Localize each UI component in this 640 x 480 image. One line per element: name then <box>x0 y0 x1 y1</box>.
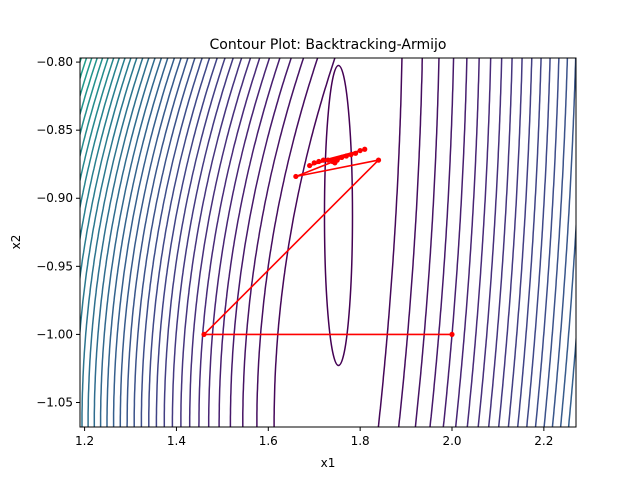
y-axis-ticks: −0.80 −0.85 −0.90 −0.95 −1.00 −1.05 <box>36 55 80 409</box>
path-point <box>307 162 313 169</box>
contour-line <box>106 58 169 427</box>
contour-line <box>497 58 523 427</box>
contour-line <box>442 58 468 427</box>
path-point <box>320 157 327 163</box>
y-tick-label: −0.80 <box>36 55 73 69</box>
contour-line <box>81 58 144 427</box>
contour-line <box>466 58 492 427</box>
contour-line <box>163 58 226 427</box>
x-tick-label: 2.2 <box>534 434 553 448</box>
contour-line <box>80 58 109 160</box>
contour-line <box>133 58 196 427</box>
contour-line <box>273 58 336 427</box>
contour-line <box>559 215 576 427</box>
contour-line <box>119 58 182 427</box>
contour-line <box>126 58 189 427</box>
contour-lines <box>15 53 576 429</box>
contour-line <box>180 58 243 427</box>
path-point <box>343 153 349 159</box>
x-tick-label: 1.4 <box>167 434 186 448</box>
contour-line <box>80 58 88 81</box>
path-point <box>352 150 359 156</box>
contour-line <box>80 58 115 184</box>
x-axis-ticks: 1.2 1.4 1.6 1.8 2.0 2.2 <box>75 427 553 448</box>
contour-line <box>218 58 281 427</box>
contour-line <box>526 58 551 427</box>
contour-line <box>140 58 203 427</box>
contour-line <box>534 58 560 427</box>
contour-line <box>323 64 354 367</box>
x-tick-label: 1.8 <box>351 434 370 448</box>
y-tick-label: −1.05 <box>36 395 73 409</box>
optimization-path <box>201 146 455 338</box>
path-point <box>362 146 368 152</box>
contour-line <box>87 58 150 427</box>
contour-line <box>567 332 576 427</box>
contour-line <box>551 58 576 427</box>
contour-line <box>80 58 132 284</box>
path-point <box>201 331 207 338</box>
contour-line <box>477 58 503 427</box>
contour-line <box>429 58 455 427</box>
x-tick-label: 2.0 <box>442 434 461 448</box>
path-point <box>339 154 345 160</box>
contour-line <box>80 58 138 341</box>
contour-line <box>99 58 163 427</box>
contour-line <box>454 58 480 427</box>
y-axis-label: x2 <box>9 235 23 250</box>
y-tick-label: −0.95 <box>36 259 73 273</box>
contour-line <box>93 58 156 427</box>
contour-line <box>80 58 126 244</box>
contour-line <box>397 58 424 427</box>
path-point <box>375 157 382 163</box>
contour-line <box>377 58 403 427</box>
path-point <box>357 147 363 154</box>
path-point <box>348 152 354 158</box>
contour-line <box>148 58 211 427</box>
x-tick-label: 1.2 <box>75 434 94 448</box>
path-point <box>449 331 455 338</box>
contour-line <box>155 58 218 427</box>
plot-frame <box>79 57 577 428</box>
contour-line <box>414 58 440 427</box>
x-axis-label: x1 <box>321 456 336 470</box>
path-point <box>325 157 331 163</box>
contour-line <box>171 58 234 427</box>
contour-line <box>80 58 121 211</box>
contour-line <box>80 58 83 65</box>
contour-line <box>242 58 305 427</box>
contour-line <box>188 58 252 427</box>
contour-line <box>507 58 533 427</box>
path-point <box>332 160 338 166</box>
x-tick-label: 1.6 <box>259 434 278 448</box>
contour-line <box>516 58 542 427</box>
contour-line <box>229 58 292 427</box>
contour-line <box>207 58 271 427</box>
y-tick-label: −0.90 <box>36 191 73 205</box>
contour-line <box>543 58 569 427</box>
contour-line <box>198 58 261 427</box>
contour-line <box>80 58 104 138</box>
path-point <box>311 160 317 166</box>
y-tick-label: −0.85 <box>36 123 73 137</box>
chart-title: Contour Plot: Backtracking-Armijo <box>210 37 447 53</box>
contour-line <box>487 58 513 427</box>
path-point <box>316 158 322 165</box>
contour-line <box>256 58 319 427</box>
contour-line <box>15 53 77 429</box>
path-point <box>293 173 299 180</box>
contour-line <box>112 58 176 427</box>
y-tick-label: −1.00 <box>36 327 73 341</box>
